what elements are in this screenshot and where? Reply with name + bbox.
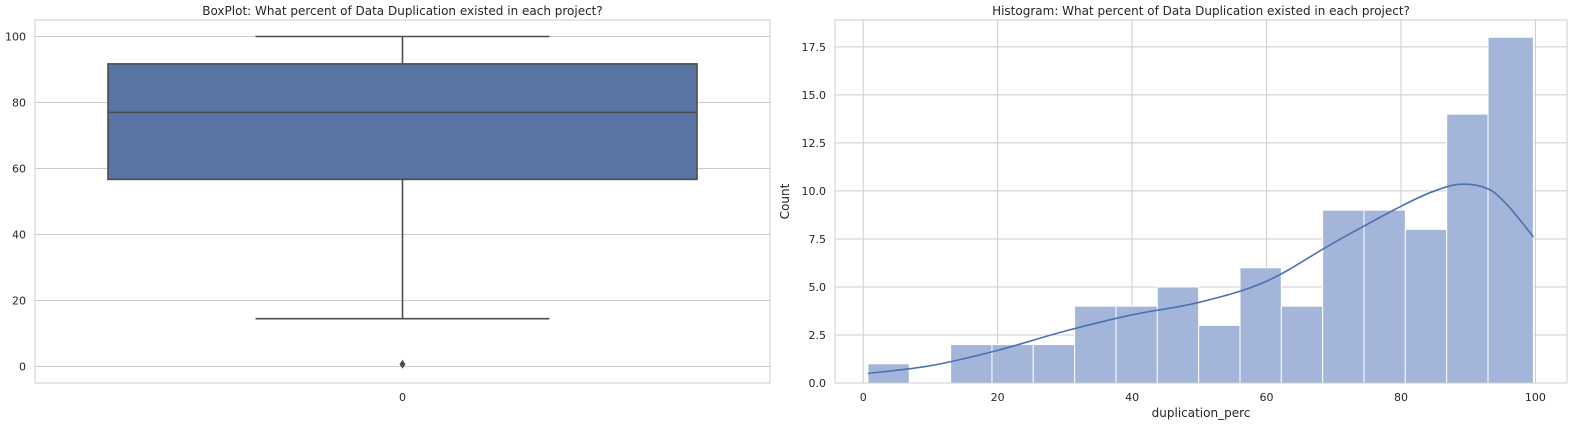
histogram-panel: 0 20 40 60 80 100 0.0 2.5 5.0 7.5 10.0 12.5 15.0 17.5… bbox=[778, 4, 1568, 420]
x-tick-label: 60 bbox=[1260, 391, 1274, 404]
y-tick-label: 100 bbox=[5, 31, 26, 44]
histogram-bar bbox=[950, 344, 993, 384]
histogram-bar bbox=[1032, 344, 1076, 384]
x-tick-label: 100 bbox=[1525, 391, 1546, 404]
histogram-bar bbox=[1156, 286, 1200, 384]
box-iqr bbox=[107, 63, 698, 181]
y-tick-label: 15.0 bbox=[802, 89, 827, 102]
histogram-bar bbox=[1404, 228, 1448, 384]
x-tick-label: 0 bbox=[860, 391, 867, 404]
y-tick-label: 2.5 bbox=[809, 329, 827, 342]
boxplot-panel: 0 20 40 60 80 100 0 BoxPlot: What percent of Da… bbox=[5, 4, 771, 404]
axes-frame bbox=[834, 19, 1568, 384]
chart-title: BoxPlot: What percent of Data Duplicatio… bbox=[202, 4, 603, 18]
outlier-point bbox=[399, 359, 406, 369]
x-tick-label: 40 bbox=[1125, 391, 1139, 404]
y-tick-label: 20 bbox=[12, 295, 26, 308]
y-tick-label: 0.0 bbox=[809, 377, 827, 390]
x-axis-label: duplication_perc bbox=[1152, 406, 1251, 420]
y-tick-label: 80 bbox=[12, 97, 26, 110]
y-tick-label: 60 bbox=[12, 163, 26, 176]
y-axis-label: Count bbox=[778, 183, 792, 219]
x-tick-label: 80 bbox=[1394, 391, 1408, 404]
histogram-bar bbox=[1280, 305, 1324, 384]
y-tick-label: 40 bbox=[12, 229, 26, 242]
y-tick-label: 12.5 bbox=[802, 137, 827, 150]
histogram-bar bbox=[1363, 209, 1406, 384]
histogram-bar bbox=[1198, 324, 1241, 384]
kde-curve bbox=[867, 183, 1535, 375]
histogram-bar bbox=[1487, 36, 1534, 384]
x-tick-label: 0 bbox=[399, 391, 406, 404]
axes-frame bbox=[34, 19, 771, 384]
y-tick-label: 7.5 bbox=[809, 233, 827, 246]
histogram-bar bbox=[1074, 305, 1117, 384]
chart-title: Histogram: What percent of Data Duplicat… bbox=[992, 4, 1410, 18]
y-tick-label: 5.0 bbox=[809, 281, 827, 294]
y-tick-label: 17.5 bbox=[802, 41, 827, 54]
y-tick-label: 10.0 bbox=[802, 185, 827, 198]
histogram-bar bbox=[1239, 267, 1282, 384]
y-tick-label: 0 bbox=[19, 361, 26, 374]
x-tick-label: 20 bbox=[991, 391, 1005, 404]
histogram-bar bbox=[1446, 113, 1489, 384]
histogram-bar bbox=[1322, 209, 1365, 384]
